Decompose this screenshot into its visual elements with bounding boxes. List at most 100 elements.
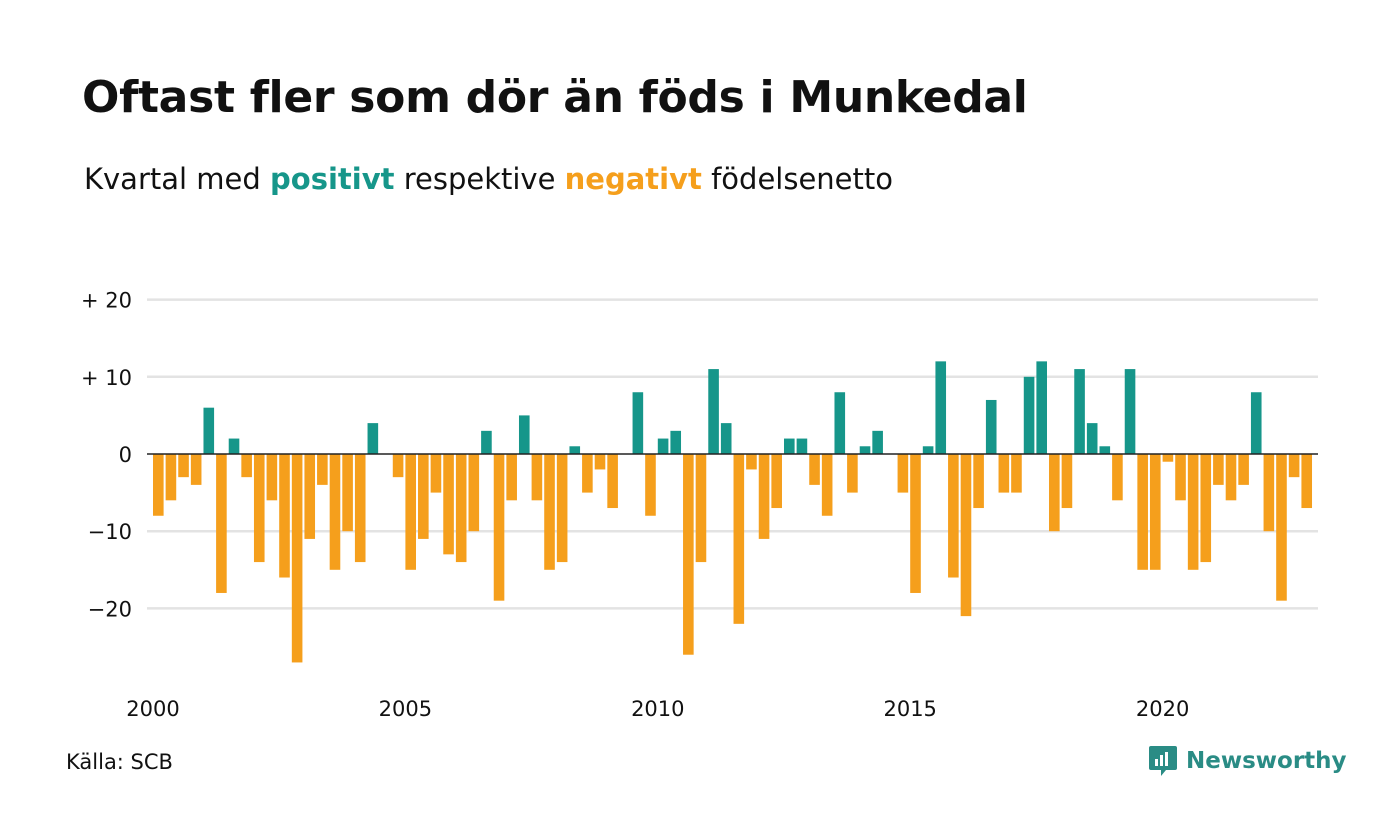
y-tick-label: −10 xyxy=(88,520,132,544)
bar xyxy=(1301,454,1313,509)
bar xyxy=(708,369,719,454)
chart-title: Oftast fler som dör än föds i Munkedal xyxy=(82,72,1028,123)
bar xyxy=(468,454,480,532)
bar xyxy=(190,454,202,485)
bar xyxy=(329,454,341,570)
bar xyxy=(203,407,215,454)
x-tick-label: 2015 xyxy=(883,697,936,721)
x-tick-label: 2020 xyxy=(1136,697,1189,721)
x-tick-label: 2005 xyxy=(379,697,432,721)
bar xyxy=(1074,369,1085,454)
bar xyxy=(405,454,416,570)
bar xyxy=(531,454,543,501)
bar xyxy=(544,454,555,570)
y-tick-label: −20 xyxy=(88,597,132,621)
bar xyxy=(418,454,429,539)
bar xyxy=(821,454,833,516)
subtitle-negative-word: negativt xyxy=(564,162,702,196)
bar xyxy=(922,446,934,454)
subtitle-suffix: födelsenetto xyxy=(701,162,893,196)
bar xyxy=(1099,446,1111,454)
bar xyxy=(758,454,770,539)
bar xyxy=(1124,369,1136,454)
bar xyxy=(859,446,871,454)
bar xyxy=(241,454,252,478)
bar xyxy=(1049,454,1060,532)
y-tick-label: + 10 xyxy=(81,366,132,390)
bar xyxy=(443,454,454,555)
bar xyxy=(556,454,568,563)
bar xyxy=(165,454,177,501)
bar xyxy=(1162,454,1174,462)
bar xyxy=(683,454,694,655)
bar xyxy=(1112,454,1123,501)
bar xyxy=(455,454,467,563)
bar xyxy=(291,454,303,663)
bar xyxy=(279,454,290,578)
bar xyxy=(481,430,492,454)
bar xyxy=(809,454,820,485)
bar xyxy=(1061,454,1073,509)
bar xyxy=(392,454,404,478)
bar xyxy=(872,430,883,454)
bar xyxy=(518,415,530,454)
bar xyxy=(493,454,505,601)
bar xyxy=(228,438,240,454)
bar xyxy=(948,454,959,578)
bar xyxy=(796,438,808,454)
bar xyxy=(1011,454,1022,493)
bar xyxy=(506,454,517,501)
bar xyxy=(607,454,618,509)
bar xyxy=(1086,423,1098,454)
bar xyxy=(1213,454,1224,485)
bar xyxy=(632,392,644,454)
grid-layer xyxy=(147,298,1318,610)
bar-layer xyxy=(153,361,1313,663)
x-tick-label: 2000 xyxy=(126,697,179,721)
subtitle-middle: respektive xyxy=(394,162,565,196)
bar xyxy=(960,454,972,617)
bar xyxy=(1149,454,1161,570)
x-tick-label: 2010 xyxy=(631,697,684,721)
bar xyxy=(784,438,795,454)
bar xyxy=(1036,361,1047,454)
bar xyxy=(178,454,189,478)
bar xyxy=(1263,454,1275,532)
bar xyxy=(317,454,328,485)
bar xyxy=(1238,454,1249,485)
bar xyxy=(998,454,1010,493)
newsworthy-logo-icon xyxy=(1149,746,1177,776)
bar xyxy=(771,454,782,509)
bar xyxy=(304,454,316,539)
bar xyxy=(1175,454,1186,501)
bar xyxy=(430,454,442,493)
bar xyxy=(594,454,606,470)
bar xyxy=(973,454,984,509)
bar xyxy=(216,454,227,593)
bar xyxy=(657,438,669,454)
bar xyxy=(253,454,265,563)
bar xyxy=(935,361,947,454)
bar xyxy=(897,454,909,493)
bar xyxy=(367,423,379,454)
bar xyxy=(733,454,745,624)
bar xyxy=(910,454,921,593)
y-tick-label: 0 xyxy=(119,443,132,467)
bar xyxy=(645,454,656,516)
bar xyxy=(1225,454,1237,501)
source-note: Källa: SCB xyxy=(66,750,173,774)
chart-subtitle: Kvartal med positivt respektive negativt… xyxy=(84,162,893,196)
bar xyxy=(1288,454,1300,478)
bar xyxy=(834,392,846,454)
bar xyxy=(847,454,858,493)
y-tick-label: + 20 xyxy=(81,289,132,313)
bar xyxy=(354,454,366,563)
bar xyxy=(1137,454,1148,570)
bar xyxy=(670,430,682,454)
subtitle-positive-word: positivt xyxy=(270,162,395,196)
bar xyxy=(342,454,353,532)
bar xyxy=(1187,454,1199,570)
bar xyxy=(720,423,732,454)
bar xyxy=(153,454,164,516)
